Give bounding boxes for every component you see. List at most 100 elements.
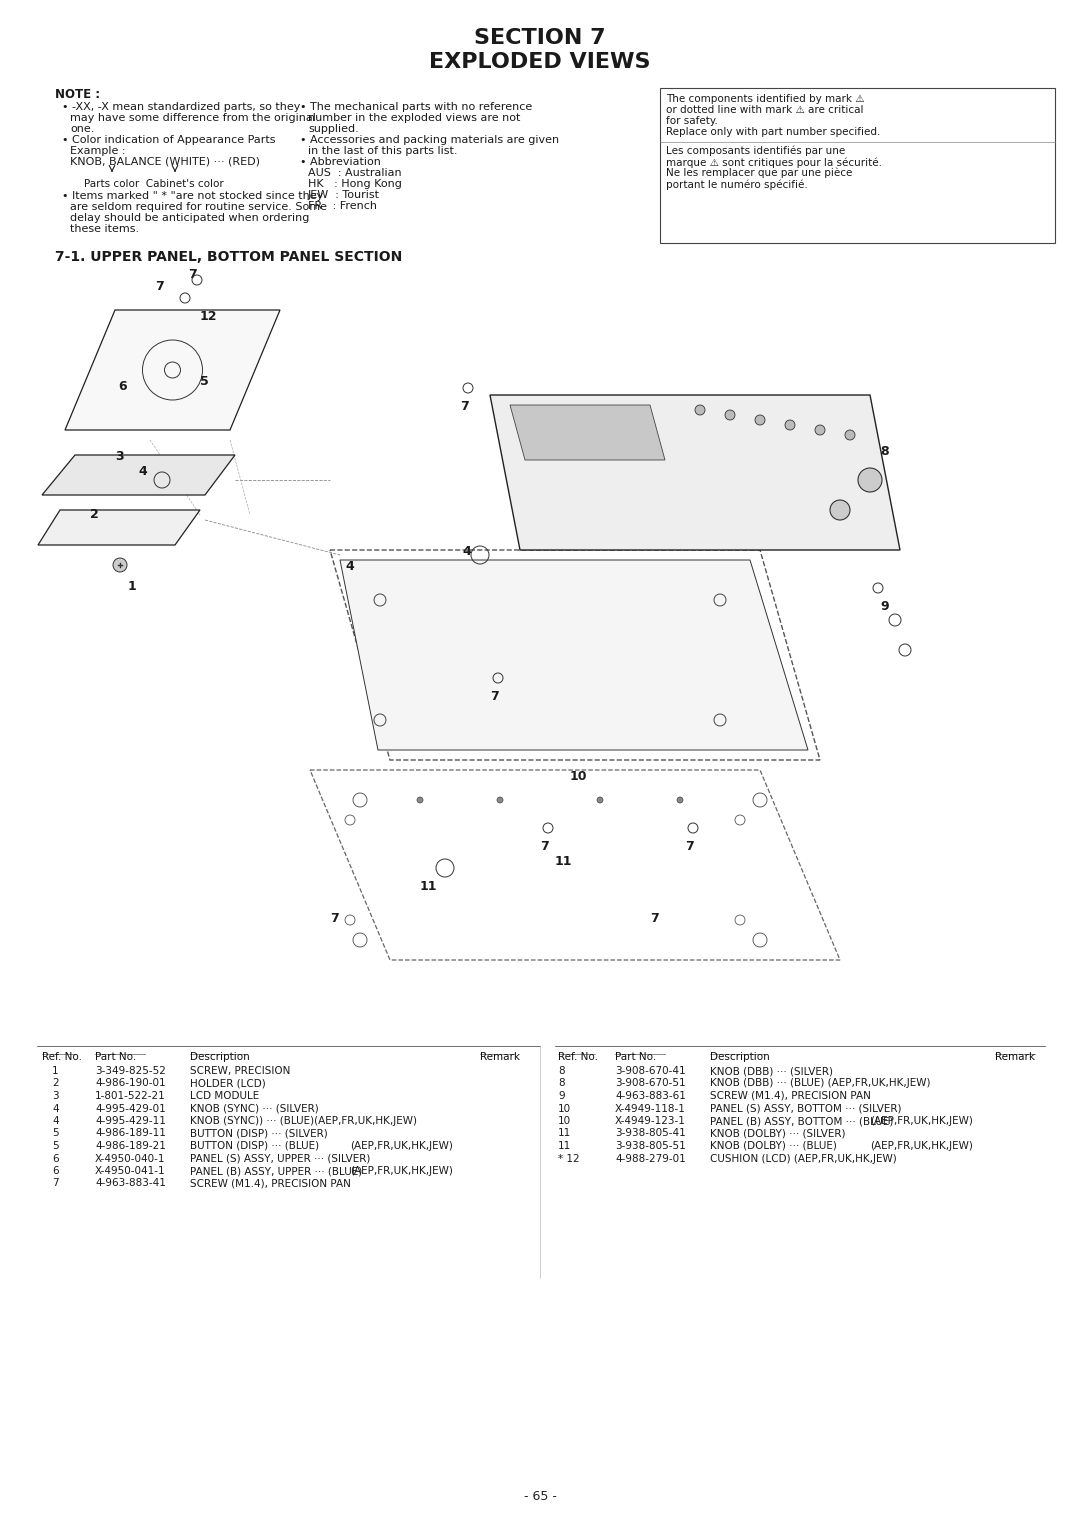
Text: SECTION 7: SECTION 7 <box>474 27 606 47</box>
Text: KNOB (DBB) ··· (SILVER): KNOB (DBB) ··· (SILVER) <box>710 1066 833 1077</box>
Circle shape <box>597 797 603 803</box>
Polygon shape <box>490 395 900 550</box>
Text: or dotted line with mark ⚠ are critical: or dotted line with mark ⚠ are critical <box>666 105 864 115</box>
Text: • Color indication of Appearance Parts: • Color indication of Appearance Parts <box>62 134 275 145</box>
Text: 7: 7 <box>188 269 197 281</box>
Text: 6: 6 <box>52 1153 58 1164</box>
Text: 4-963-883-61: 4-963-883-61 <box>615 1090 686 1101</box>
Text: Ne les remplacer que par une pièce: Ne les remplacer que par une pièce <box>666 168 852 179</box>
Text: Replace only with part number specified.: Replace only with part number specified. <box>666 127 880 137</box>
Text: 3-908-670-51: 3-908-670-51 <box>615 1078 686 1089</box>
Circle shape <box>858 467 882 492</box>
Text: 4: 4 <box>462 545 471 557</box>
Text: marque ⚠ sont critiques pour la sécurité.: marque ⚠ sont critiques pour la sécurité… <box>666 157 882 168</box>
Polygon shape <box>42 455 235 495</box>
Text: one.: one. <box>70 124 94 134</box>
Polygon shape <box>330 550 820 760</box>
Text: FR   : French: FR : French <box>308 202 377 211</box>
Text: 5: 5 <box>52 1128 58 1139</box>
Text: PANEL (B) ASSY, UPPER ··· (BLUE): PANEL (B) ASSY, UPPER ··· (BLUE) <box>190 1167 362 1176</box>
Text: KNOB (SYNC) ··· (SILVER): KNOB (SYNC) ··· (SILVER) <box>190 1104 319 1113</box>
Text: PANEL (S) ASSY, BOTTOM ··· (SILVER): PANEL (S) ASSY, BOTTOM ··· (SILVER) <box>710 1104 902 1113</box>
Circle shape <box>417 797 423 803</box>
Text: SCREW (M1.4), PRECISION PAN: SCREW (M1.4), PRECISION PAN <box>710 1090 870 1101</box>
Text: 8: 8 <box>558 1078 565 1089</box>
Text: 7-1. UPPER PANEL, BOTTOM PANEL SECTION: 7-1. UPPER PANEL, BOTTOM PANEL SECTION <box>55 250 402 264</box>
Text: PANEL (S) ASSY, UPPER ··· (SILVER): PANEL (S) ASSY, UPPER ··· (SILVER) <box>190 1153 370 1164</box>
Text: number in the exploded views are not: number in the exploded views are not <box>308 113 521 124</box>
Text: for safety.: for safety. <box>666 116 718 127</box>
Text: Remark: Remark <box>480 1052 519 1061</box>
Text: (AEP,FR,UK,HK,JEW): (AEP,FR,UK,HK,JEW) <box>350 1167 453 1176</box>
Text: 1: 1 <box>52 1066 58 1077</box>
Text: 4-986-189-21: 4-986-189-21 <box>95 1141 166 1151</box>
Text: 10: 10 <box>558 1104 571 1113</box>
Text: • -XX, -X mean standardized parts, so they: • -XX, -X mean standardized parts, so th… <box>62 102 300 111</box>
Text: 5: 5 <box>200 376 208 388</box>
Circle shape <box>725 411 735 420</box>
Circle shape <box>815 425 825 435</box>
Text: 7: 7 <box>650 912 659 925</box>
Text: 12: 12 <box>200 310 217 324</box>
Text: 3-908-670-41: 3-908-670-41 <box>615 1066 686 1077</box>
Text: 4-963-883-41: 4-963-883-41 <box>95 1179 166 1188</box>
Text: 7: 7 <box>460 400 469 412</box>
Text: 2: 2 <box>52 1078 58 1089</box>
Text: 3-938-805-41: 3-938-805-41 <box>615 1128 686 1139</box>
Polygon shape <box>65 310 280 431</box>
Text: KNOB, BALANCE (WHITE) ··· (RED): KNOB, BALANCE (WHITE) ··· (RED) <box>70 157 260 166</box>
Text: LCD MODULE: LCD MODULE <box>190 1090 259 1101</box>
Text: 7: 7 <box>540 840 549 854</box>
Circle shape <box>113 557 127 573</box>
Polygon shape <box>310 770 840 960</box>
Text: JEW  : Tourist: JEW : Tourist <box>308 189 380 200</box>
Text: * 12: * 12 <box>558 1153 580 1164</box>
Text: (AEP,FR,UK,HK,JEW): (AEP,FR,UK,HK,JEW) <box>870 1141 973 1151</box>
Text: 4: 4 <box>345 560 354 573</box>
Text: The components identified by mark ⚠: The components identified by mark ⚠ <box>666 95 864 104</box>
Text: Description: Description <box>710 1052 770 1061</box>
Text: Remark: Remark <box>995 1052 1035 1061</box>
Text: 9: 9 <box>880 600 889 612</box>
Text: HK   : Hong Kong: HK : Hong Kong <box>308 179 402 189</box>
Circle shape <box>677 797 683 803</box>
Text: X-4950-041-1: X-4950-041-1 <box>95 1167 165 1176</box>
Text: SCREW (M1.4), PRECISION PAN: SCREW (M1.4), PRECISION PAN <box>190 1179 351 1188</box>
Text: 4: 4 <box>52 1116 58 1125</box>
Text: 6: 6 <box>118 380 126 392</box>
Text: these items.: these items. <box>70 224 139 234</box>
Text: 7: 7 <box>490 690 499 702</box>
Text: Parts color  Cabinet's color: Parts color Cabinet's color <box>84 179 224 189</box>
Text: Les composants identifiés par une: Les composants identifiés par une <box>666 147 846 156</box>
Text: 7: 7 <box>330 912 339 925</box>
Text: BUTTON (DISP) ··· (BLUE): BUTTON (DISP) ··· (BLUE) <box>190 1141 319 1151</box>
Text: • Items marked " * "are not stocked since they: • Items marked " * "are not stocked sinc… <box>62 191 323 202</box>
Circle shape <box>696 405 705 415</box>
Text: (AEP,FR,UK,HK,JEW): (AEP,FR,UK,HK,JEW) <box>350 1141 453 1151</box>
Text: Ref. No.: Ref. No. <box>558 1052 598 1061</box>
Polygon shape <box>510 405 665 460</box>
Text: AUS  : Australian: AUS : Australian <box>308 168 402 179</box>
Text: 4-988-279-01: 4-988-279-01 <box>615 1153 686 1164</box>
Text: X-4949-123-1: X-4949-123-1 <box>615 1116 686 1125</box>
Text: NOTE :: NOTE : <box>55 89 100 101</box>
Text: • The mechanical parts with no reference: • The mechanical parts with no reference <box>300 102 532 111</box>
Circle shape <box>497 797 503 803</box>
Text: SCREW, PRECISION: SCREW, PRECISION <box>190 1066 291 1077</box>
Text: • Abbreviation: • Abbreviation <box>300 157 381 166</box>
Text: - 65 -: - 65 - <box>524 1490 556 1503</box>
Text: are seldom required for routine service. Some: are seldom required for routine service.… <box>70 202 327 212</box>
Circle shape <box>845 431 855 440</box>
Text: 5: 5 <box>52 1141 58 1151</box>
Text: supplied.: supplied. <box>308 124 359 134</box>
Circle shape <box>785 420 795 431</box>
Text: delay should be anticipated when ordering: delay should be anticipated when orderin… <box>70 212 309 223</box>
Polygon shape <box>38 510 200 545</box>
Text: 8: 8 <box>880 444 889 458</box>
Text: Description: Description <box>190 1052 249 1061</box>
Text: X-4950-040-1: X-4950-040-1 <box>95 1153 165 1164</box>
Text: 11: 11 <box>558 1128 571 1139</box>
Text: 3: 3 <box>52 1090 58 1101</box>
Text: 4-986-190-01: 4-986-190-01 <box>95 1078 165 1089</box>
Text: (AEP,FR,UK,HK,JEW): (AEP,FR,UK,HK,JEW) <box>870 1116 973 1125</box>
